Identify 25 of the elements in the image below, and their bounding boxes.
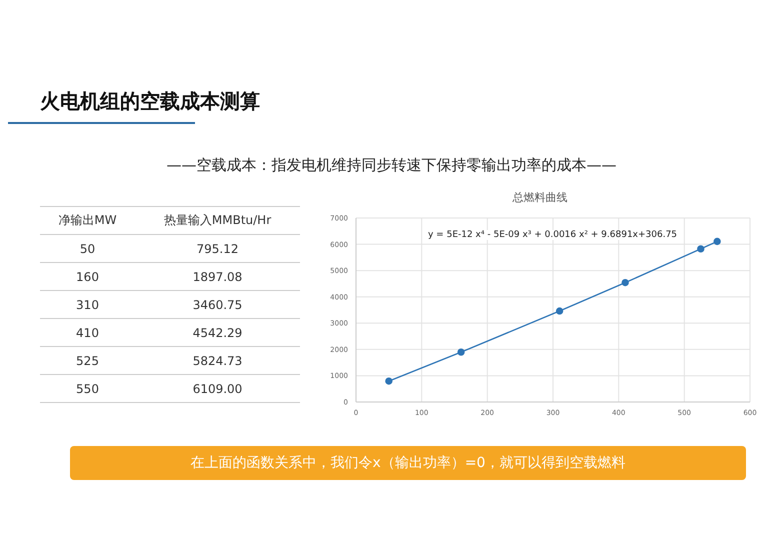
text: 1897.08 — [192, 270, 244, 284]
text: 5824.73 — [192, 354, 244, 368]
point — [385, 377, 392, 385]
point — [556, 307, 564, 315]
text: 310 — [75, 298, 100, 312]
text: 净输出MW — [57, 212, 118, 229]
point — [697, 245, 704, 253]
text: 50 — [78, 242, 96, 256]
text: 6109.00 — [192, 382, 244, 396]
text: 410 — [75, 326, 100, 340]
point — [457, 348, 465, 356]
text: 525 — [75, 354, 100, 368]
text: 在上面的函数关系中，我们令x（输出功率）=0，就可以得到空载燃料 — [190, 454, 626, 472]
text: 热量输入MMBtu/Hr — [162, 212, 272, 229]
point — [622, 278, 629, 286]
text: 160 — [75, 270, 100, 284]
text: 4542.29 — [192, 326, 244, 340]
text: 3460.75 — [192, 298, 244, 312]
text: ——空载成本：指发电机维持同步转速下保持零输出功率的成本—— — [166, 156, 618, 175]
text: 550 — [75, 382, 100, 396]
point — [714, 238, 721, 246]
text: 火电机组的空载成本测算 — [40, 88, 260, 115]
annotation: y = 5E-12 x⁴ - 5E-09 x³ + 0.0016 x² + 9.6891x+306.75 — [428, 230, 678, 240]
chart-title: 总燃料曲线 — [512, 190, 568, 205]
text: 795.12 — [196, 242, 240, 256]
